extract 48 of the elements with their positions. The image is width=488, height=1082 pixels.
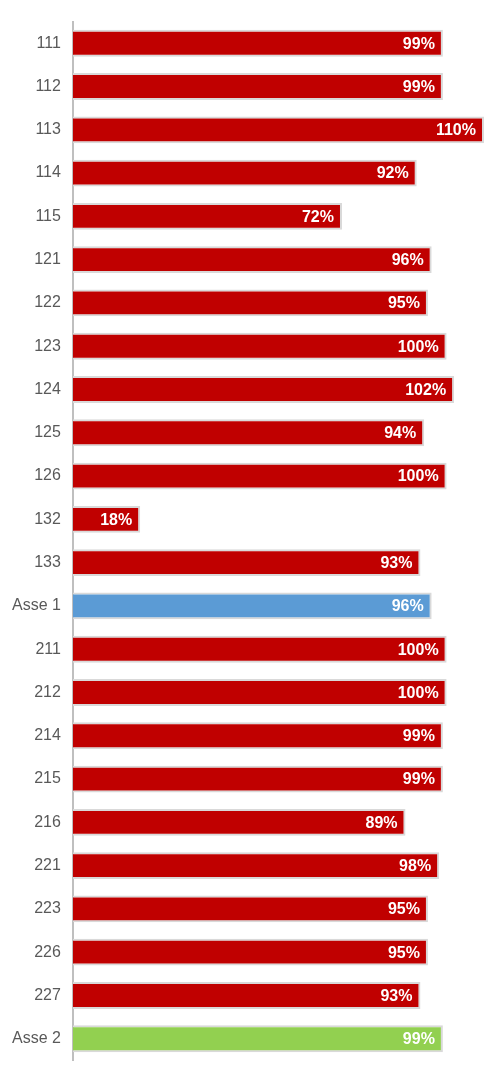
y-tick-label: 221	[34, 856, 62, 874]
y-tick-label: 125	[34, 423, 62, 441]
y-tick-label: 133	[34, 553, 62, 571]
data-label: 95%	[387, 943, 420, 961]
data-label: 102%	[405, 380, 447, 398]
y-tick-label: 215	[34, 769, 62, 787]
y-tick-label: 211	[35, 639, 62, 657]
y-tick-label: Asse 1	[11, 596, 62, 614]
y-tick-label: 226	[34, 942, 62, 960]
y-tick-label: 121	[34, 250, 62, 268]
data-label: 92%	[376, 164, 409, 182]
data-label: 96%	[391, 597, 424, 615]
data-label: 18%	[100, 510, 133, 528]
y-tick-label: 113	[35, 120, 62, 138]
data-label: 110%	[435, 121, 476, 139]
data-label: 100%	[397, 467, 439, 485]
y-tick-label: 122	[34, 293, 62, 311]
data-label: 93%	[380, 554, 413, 572]
y-tick-label: 216	[34, 812, 62, 830]
y-tick-label: 214	[34, 726, 62, 744]
data-label: 72%	[301, 207, 334, 225]
y-tick-label: 212	[34, 682, 62, 700]
data-label: 99%	[402, 77, 435, 95]
data-label: 99%	[402, 34, 435, 52]
data-label: 93%	[380, 986, 413, 1004]
y-tick-label: 132	[34, 509, 62, 527]
data-label: 95%	[387, 294, 420, 312]
data-label: 98%	[399, 857, 432, 875]
y-tick-label: 123	[34, 336, 62, 354]
y-tick-label: 126	[34, 466, 62, 484]
y-tick-label: 114	[35, 163, 62, 181]
y-tick-label: 223	[34, 899, 62, 917]
data-label: 100%	[397, 683, 439, 701]
data-label: 100%	[397, 640, 439, 658]
y-tick-label: 227	[34, 985, 62, 1003]
data-label: 89%	[365, 813, 398, 831]
data-label: 95%	[387, 900, 420, 918]
data-label: 100%	[397, 337, 439, 355]
data-label: 96%	[391, 251, 424, 269]
y-tick-label: 112	[35, 76, 62, 94]
y-tick-label: 111	[36, 33, 62, 51]
data-label: 99%	[402, 1030, 435, 1048]
y-tick-label: Asse 2	[11, 1029, 62, 1047]
y-tick-label: 124	[34, 379, 62, 397]
data-label: 94%	[384, 424, 417, 442]
data-label: 99%	[402, 727, 435, 745]
y-tick-label: 115	[35, 206, 62, 224]
data-label: 99%	[402, 770, 435, 788]
